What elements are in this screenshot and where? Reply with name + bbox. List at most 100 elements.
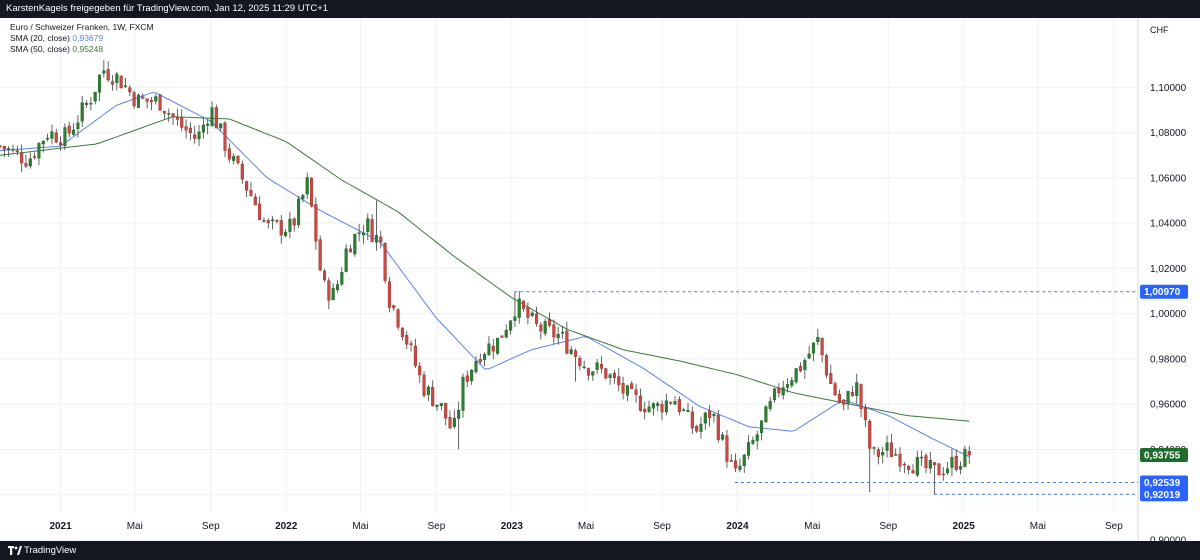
candle-body-down: [491, 345, 495, 352]
candle: [41, 140, 45, 153]
candle: [461, 373, 465, 418]
candle: [699, 416, 703, 439]
candle: [54, 128, 58, 143]
candle: [695, 424, 699, 433]
candle-body-down: [837, 394, 841, 403]
candle-body-down: [106, 69, 110, 81]
candle-body-up: [543, 321, 547, 334]
candle-body-down: [937, 463, 941, 476]
candle: [777, 383, 781, 398]
candle-body-up: [154, 96, 158, 102]
candle-body-down: [863, 407, 867, 421]
candle: [305, 172, 309, 199]
candle-body-up: [426, 386, 430, 395]
candle-body-up: [595, 362, 599, 370]
candle: [236, 155, 240, 165]
candle-body-up: [353, 234, 357, 255]
x-tick-label: Mai: [127, 521, 143, 532]
candle-body-up: [136, 94, 141, 108]
candle-body-up: [785, 384, 790, 388]
candle: [894, 448, 898, 456]
candle-body-down: [725, 435, 729, 462]
candle: [279, 215, 283, 244]
candle-body-up: [742, 454, 746, 466]
candle-body-down: [573, 350, 578, 357]
candle: [405, 331, 409, 350]
candle: [608, 373, 612, 385]
candle-body-up: [946, 468, 950, 473]
candle-body-up: [556, 334, 560, 339]
candle-body-up: [794, 368, 798, 383]
candle-body-up: [28, 158, 32, 167]
legend-sma50-label: SMA (50, close): [10, 44, 70, 54]
x-tick-label: 2024: [726, 521, 749, 532]
candle-body-up: [772, 388, 777, 401]
candle-body-up: [483, 354, 487, 361]
candle: [885, 435, 889, 458]
candle: [933, 462, 937, 495]
candle-body-down: [539, 324, 543, 332]
x-tick-label: Mai: [578, 521, 594, 532]
candle: [219, 123, 223, 132]
candle: [937, 462, 941, 476]
candle-body-down: [236, 155, 240, 164]
candle: [846, 390, 850, 410]
candle: [824, 353, 828, 379]
x-tick-label: 2022: [275, 521, 298, 532]
candle: [768, 396, 772, 412]
candle: [465, 370, 469, 387]
candle-body-down: [258, 203, 262, 220]
candle: [708, 405, 712, 427]
candle: [712, 412, 716, 423]
candle: [483, 352, 487, 367]
candle-body-down: [868, 420, 872, 449]
candle-body-up: [50, 131, 54, 139]
candle: [651, 402, 655, 416]
candle-body-up: [63, 127, 67, 146]
legend-sma20-value: 0,93679: [72, 33, 104, 43]
candle: [301, 194, 305, 203]
candle: [686, 402, 690, 413]
candle-body-up: [219, 123, 223, 129]
candle: [80, 95, 84, 128]
candle-body-down: [223, 122, 227, 151]
candle: [560, 326, 565, 339]
candle-body-up: [374, 235, 378, 243]
candle: [387, 277, 391, 313]
candle: [491, 339, 495, 360]
candle-body-down: [193, 134, 197, 139]
candle-body-down: [400, 327, 404, 337]
candle-body-up: [452, 417, 456, 427]
candle-body-up: [950, 456, 954, 468]
candle-body-down: [33, 156, 37, 158]
candle: [180, 109, 184, 132]
candle-body-down: [604, 368, 608, 379]
candle-body-down: [413, 345, 417, 366]
candle: [361, 225, 366, 245]
candle-body-up: [357, 232, 361, 234]
candle-body-up: [301, 194, 305, 199]
footer-brand: TradingView: [24, 545, 77, 556]
x-tick-label: Sep: [202, 521, 220, 532]
candle-body-up: [664, 400, 668, 413]
candle-body-up: [84, 102, 89, 105]
candles: [0, 60, 971, 495]
candle: [725, 429, 729, 468]
candle: [106, 61, 110, 83]
candle: [167, 108, 171, 123]
candle: [348, 244, 353, 253]
candle: [210, 101, 214, 128]
candle-body-up: [11, 148, 15, 151]
candle-body-up: [340, 272, 344, 285]
candle-body-down: [898, 453, 902, 467]
candle-body-up: [470, 369, 474, 382]
candle: [798, 362, 803, 373]
candle-body-up: [803, 360, 807, 370]
candle-body-down: [902, 463, 906, 466]
candle: [573, 348, 578, 382]
candle: [197, 125, 201, 147]
candle: [162, 110, 166, 119]
candle-body-up: [210, 107, 214, 126]
